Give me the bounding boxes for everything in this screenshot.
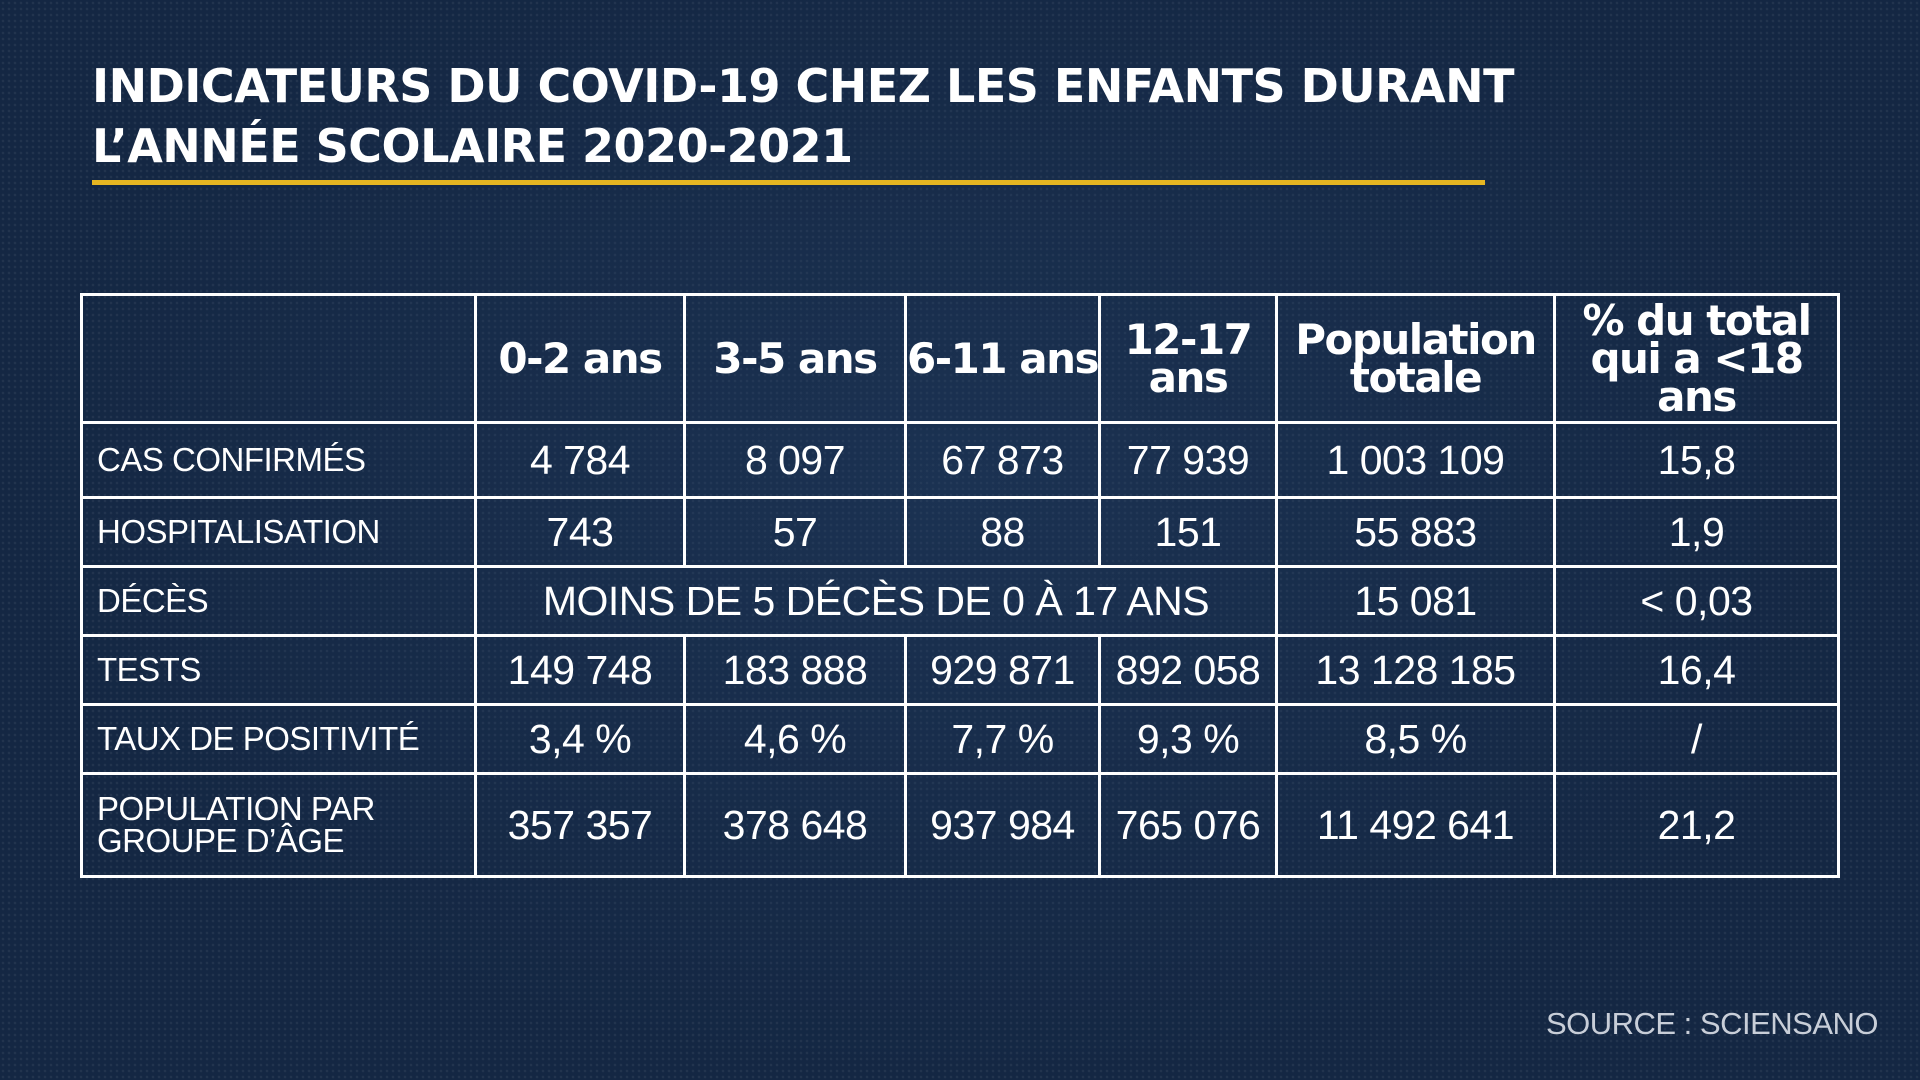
table-cell: 765 076 — [1098, 772, 1278, 878]
table-row-cas-confirmes: CAS CONFIRMÉS 4 784 8 097 67 873 77 939 … — [80, 421, 1840, 499]
table-cell: 21,2 — [1553, 772, 1840, 878]
header-6-11-ans: 6-11 ans — [904, 293, 1101, 424]
table-cell: 9,3 % — [1098, 703, 1278, 775]
source-credit: SOURCE : SCIENSANO — [1545, 1006, 1879, 1041]
table-cell: 1,9 — [1553, 496, 1840, 568]
table-row-tests: TESTS 149 748 183 888 929 871 892 058 13… — [80, 634, 1840, 706]
table-cell: 151 — [1098, 496, 1278, 568]
table-row-taux-de-positivite: TAUX DE POSITIVITÉ 3,4 % 4,6 % 7,7 % 9,3… — [80, 703, 1840, 775]
table-cell: 149 748 — [474, 634, 686, 706]
table-cell: 57 — [683, 496, 907, 568]
table-cell: 15,8 — [1553, 421, 1840, 499]
header-population-totale: Population totale — [1275, 293, 1556, 424]
row-label: TAUX DE POSITIVITÉ — [80, 703, 477, 775]
table-header-row: 0-2 ans 3-5 ans 6-11 ans 12-17 ans Popul… — [80, 293, 1840, 424]
row-label: DÉCÈS — [80, 565, 477, 637]
table-cell: 15 081 — [1275, 565, 1556, 637]
table-cell: 357 357 — [474, 772, 686, 878]
title-underline — [92, 180, 1485, 185]
row-label: HOSPITALISATION — [80, 496, 477, 568]
header-12-17-ans: 12-17 ans — [1098, 293, 1278, 424]
table-row-hospitalisation: HOSPITALISATION 743 57 88 151 55 883 1,9 — [80, 496, 1840, 568]
table-cell: 929 871 — [904, 634, 1101, 706]
table-cell: 7,7 % — [904, 703, 1101, 775]
table-cell: 937 984 — [904, 772, 1101, 878]
table-cell: 11 492 641 — [1275, 772, 1556, 878]
covid-indicators-table: 0-2 ans 3-5 ans 6-11 ans 12-17 ans Popul… — [80, 293, 1840, 878]
page-title: INDICATEURS DU COVID-19 CHEZ LES ENFANTS… — [92, 56, 1515, 176]
table-cell: < 0,03 — [1553, 565, 1840, 637]
table-row-deces: DÉCÈS MOINS DE 5 DÉCÈS DE 0 À 17 ANS 15 … — [80, 565, 1840, 637]
table-cell: 67 873 — [904, 421, 1101, 499]
merged-cell-deces: MOINS DE 5 DÉCÈS DE 0 À 17 ANS — [474, 565, 1278, 637]
table-cell: / — [1553, 703, 1840, 775]
header-empty — [80, 293, 477, 424]
table-cell: 1 003 109 — [1275, 421, 1556, 499]
table-cell: 8,5 % — [1275, 703, 1556, 775]
table-cell: 378 648 — [683, 772, 907, 878]
header-0-2-ans: 0-2 ans — [474, 293, 686, 424]
row-label: POPULATION PAR GROUPE D’ÂGE — [80, 772, 477, 878]
table-cell: 3,4 % — [474, 703, 686, 775]
table-cell: 183 888 — [683, 634, 907, 706]
table-cell: 77 939 — [1098, 421, 1278, 499]
table-cell: 4,6 % — [683, 703, 907, 775]
title-line-1: INDICATEURS DU COVID-19 CHEZ LES ENFANTS… — [92, 59, 1515, 113]
header-pct-under-18: % du total qui a <18 ans — [1553, 293, 1840, 424]
table-cell: 13 128 185 — [1275, 634, 1556, 706]
row-label: TESTS — [80, 634, 477, 706]
table-cell: 743 — [474, 496, 686, 568]
table-cell: 55 883 — [1275, 496, 1556, 568]
table-cell: 8 097 — [683, 421, 907, 499]
table-cell: 892 058 — [1098, 634, 1278, 706]
row-label: CAS CONFIRMÉS — [80, 421, 477, 499]
table-row-population-par-groupe: POPULATION PAR GROUPE D’ÂGE 357 357 378 … — [80, 772, 1840, 878]
title-line-2: L’ANNÉE SCOLAIRE 2020-2021 — [92, 119, 853, 173]
table-cell: 88 — [904, 496, 1101, 568]
table-cell: 16,4 — [1553, 634, 1840, 706]
table-cell: 4 784 — [474, 421, 686, 499]
header-3-5-ans: 3-5 ans — [683, 293, 907, 424]
